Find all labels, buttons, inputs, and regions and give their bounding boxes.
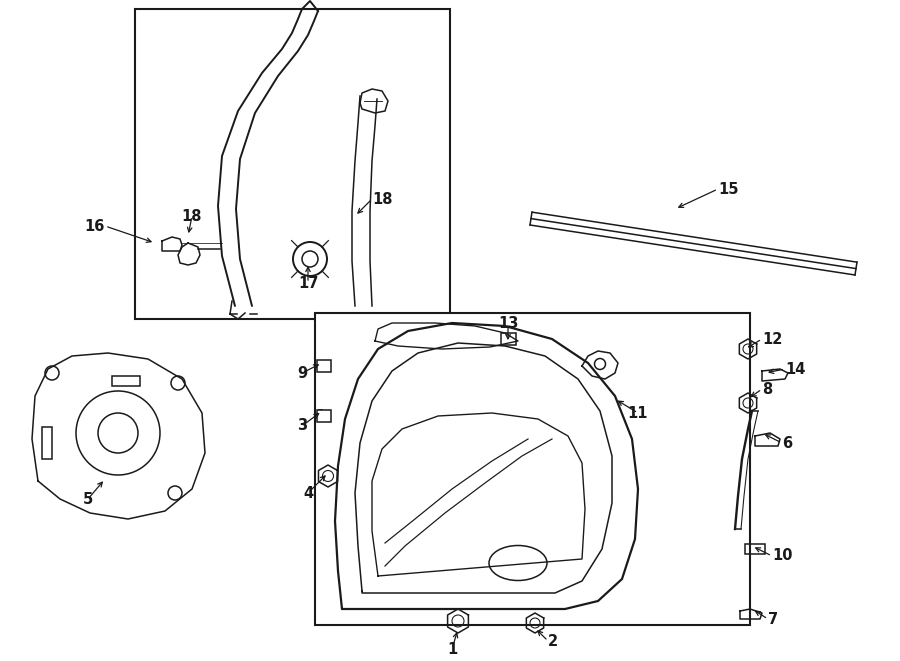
Text: 7: 7 <box>768 611 778 627</box>
Text: 11: 11 <box>628 405 648 420</box>
Text: 17: 17 <box>298 276 319 290</box>
Text: 12: 12 <box>762 332 782 346</box>
Bar <box>42 427 52 459</box>
Bar <box>112 376 140 386</box>
Text: 10: 10 <box>772 549 793 563</box>
Text: 6: 6 <box>782 436 792 451</box>
Text: 14: 14 <box>785 362 806 377</box>
Text: 15: 15 <box>718 182 739 196</box>
Text: 8: 8 <box>762 381 772 397</box>
Bar <box>317 360 331 372</box>
Text: 16: 16 <box>85 219 105 233</box>
Bar <box>745 544 765 554</box>
Text: 3: 3 <box>297 418 307 434</box>
Text: 2: 2 <box>548 633 558 648</box>
Text: 18: 18 <box>372 192 392 206</box>
Bar <box>500 333 516 345</box>
Text: 13: 13 <box>498 315 518 330</box>
Text: 9: 9 <box>297 366 307 381</box>
Bar <box>315 313 750 625</box>
Bar <box>317 410 331 422</box>
Bar <box>135 9 450 319</box>
Text: 4: 4 <box>303 485 313 500</box>
Text: 1: 1 <box>447 641 457 656</box>
Text: 5: 5 <box>83 492 93 506</box>
Text: 18: 18 <box>182 208 202 223</box>
